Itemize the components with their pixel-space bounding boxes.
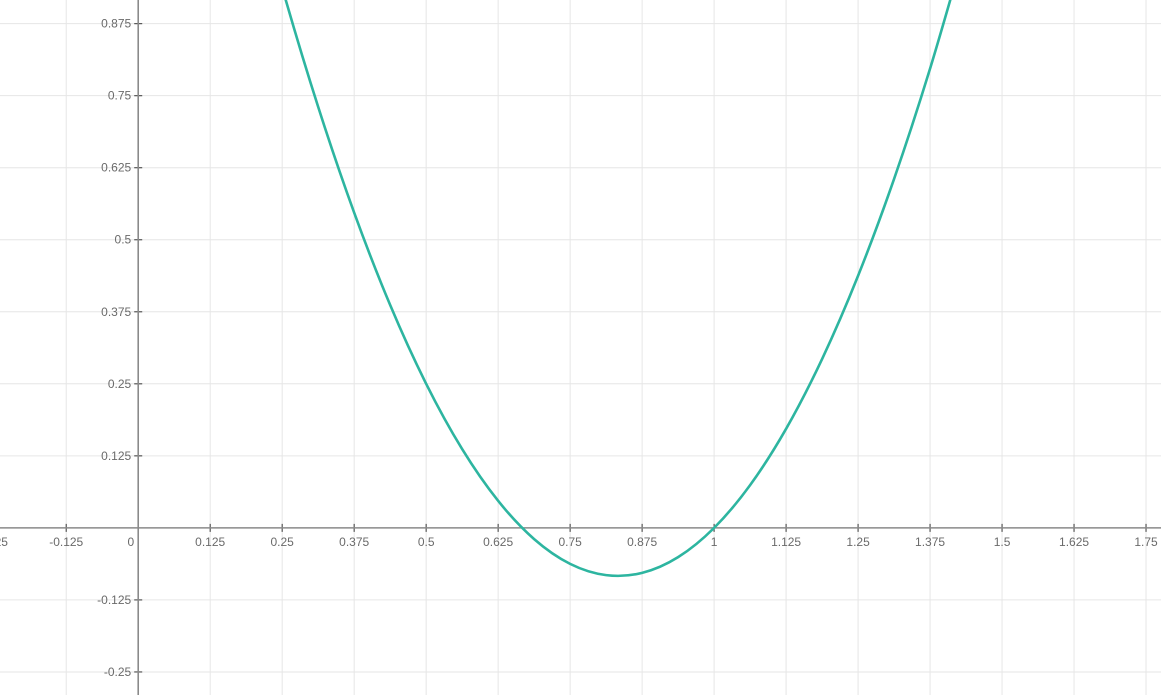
y-tick-label: 0.375: [101, 305, 131, 319]
y-tick-label: -0.125: [97, 593, 131, 607]
x-tick-label: 1.75: [1134, 535, 1158, 549]
x-tick-label: 1.375: [915, 535, 945, 549]
curves: [284, 0, 952, 578]
x-tick-label: 0.5: [418, 535, 435, 549]
curve-line: [284, 0, 952, 578]
x-tick-label: 1.5: [994, 535, 1011, 549]
x-tick-label: 0.75: [558, 535, 582, 549]
x-tick-label: 1.25: [846, 535, 870, 549]
y-tick-label: 0.125: [101, 449, 131, 463]
x-tick-label: 0.625: [483, 535, 513, 549]
x-tick-label: 1: [711, 535, 718, 549]
tick-labels: -0.25 -0.125 0 0.125 0.25 0.375 0.5 0.625 0.75 0.…: [0, 17, 1158, 679]
x-tick-label: 0.875: [627, 535, 657, 549]
y-tick-label: 0.5: [115, 233, 132, 247]
x-tick-label: 0.375: [339, 535, 369, 549]
x-tick-label: 1.625: [1059, 535, 1089, 549]
x-tick-label: 0.25: [271, 535, 295, 549]
x-tick-label: 1.125: [771, 535, 801, 549]
x-tick-label: 0: [128, 535, 135, 549]
y-tick-label: -0.25: [104, 665, 132, 679]
x-tick-label: -0.25: [0, 535, 8, 549]
y-tick-label: 0.625: [101, 161, 131, 175]
y-tick-label: 0.875: [101, 17, 131, 31]
x-tick-label: 0.125: [195, 535, 225, 549]
x-tick-label: -0.125: [49, 535, 83, 549]
y-tick-label: 0.25: [108, 377, 132, 391]
y-tick-label: 0.75: [108, 89, 132, 103]
